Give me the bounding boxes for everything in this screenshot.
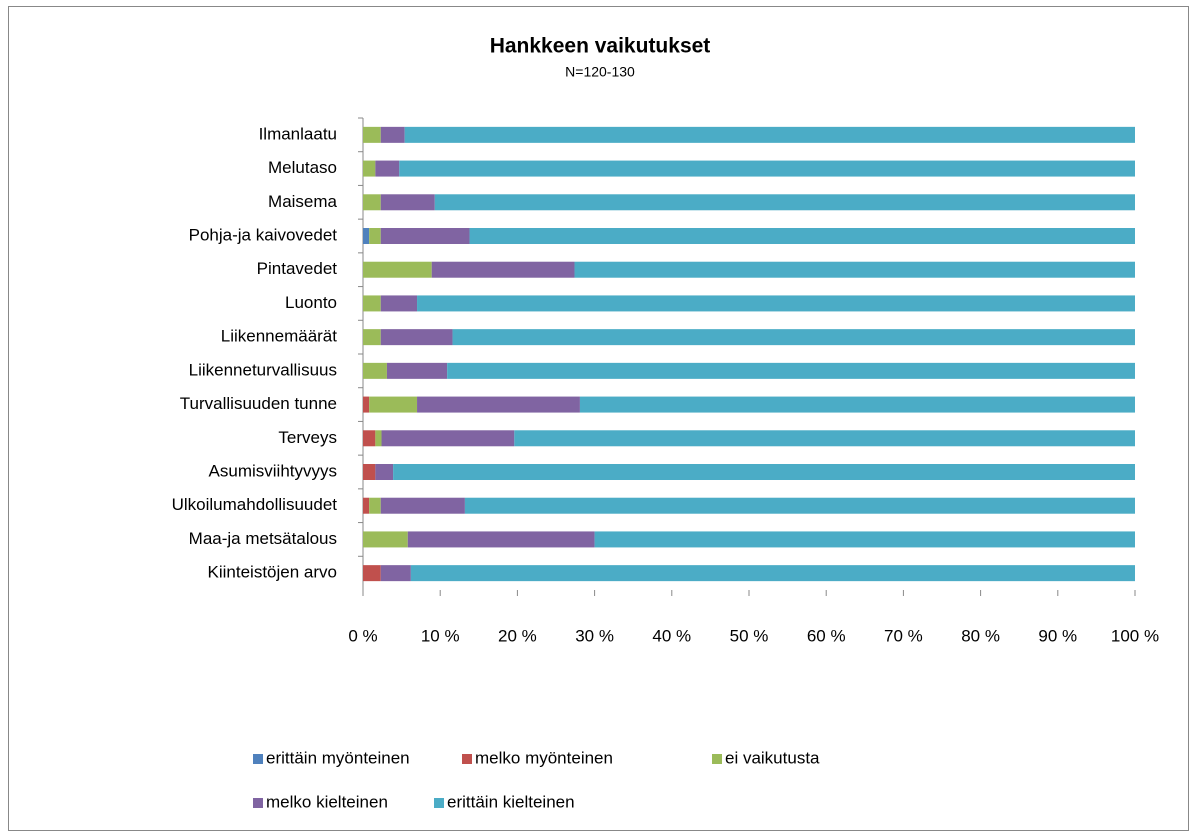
y-tick-label: Melutaso [268,158,337,177]
bar-segment [380,228,470,244]
legend-swatch [253,798,263,808]
x-tick-label: 40 % [652,626,691,645]
legend-label: erittäin myönteinen [266,748,410,767]
bar-segment [375,464,394,480]
y-tick-label: Luonto [285,293,337,312]
bar-segment [574,261,1135,278]
bar-segment [363,396,370,413]
bar-segment [369,228,381,244]
bar-segment [594,531,1135,548]
y-tick-label: Maisema [268,192,338,211]
x-tick-label: 60 % [807,626,846,645]
y-tick-label: Ilmanlaatu [259,124,337,143]
y-tick-label: Liikenneturvallisuus [189,360,337,379]
legend-swatch [712,754,722,764]
bar-segment [363,194,381,211]
bar-segment [375,160,400,177]
bar-segment [369,396,418,413]
bar-segment [452,329,1135,346]
x-tick-label: 70 % [884,626,923,645]
bar-segment [363,126,381,143]
y-tick-label: Liikennemäärät [221,327,338,346]
x-tick-label: 90 % [1038,626,1077,645]
bar-segment [380,194,435,211]
bar-segment [380,126,405,143]
bar-segment [514,430,1135,447]
bar-segment [363,228,370,244]
bar-segment [417,295,1135,312]
x-tick-label: 100 % [1111,626,1159,645]
legend-swatch [434,798,444,808]
y-tick-label: Asumisviihtyvyys [209,461,337,480]
legend-label: erittäin kielteinen [447,792,575,811]
bar-segment [380,565,411,582]
x-tick-label: 30 % [575,626,614,645]
x-tick-label: 10 % [421,626,460,645]
bar-segment [375,430,382,447]
bar-segment [393,464,1135,480]
chart-subtitle: N=120-130 [565,64,635,80]
bar-segment [447,362,1135,379]
bar-segment [579,396,1135,413]
bar-segment [363,329,381,346]
bar-segment [363,531,408,548]
bar-segment [381,430,515,447]
bar-segment [363,295,381,312]
y-tick-label: Maa-ja metsätalous [189,529,337,548]
bar-segment [363,497,370,514]
bar-segment [380,497,465,514]
bar-segment [410,565,1135,582]
bar-segment [363,160,376,177]
bar-segment [386,362,448,379]
bar-segment [469,228,1135,244]
x-tick-label: 50 % [730,626,769,645]
bar-segment [434,194,1135,211]
bar-segment [363,464,376,480]
bar-segment [363,565,381,582]
chart-frame [8,6,1189,831]
bar-segment [464,497,1135,514]
chart-title: Hankkeen vaikutukset [490,35,711,58]
legend-swatch [462,754,472,764]
y-tick-label: Pintavedet [257,259,338,278]
y-tick-label: Turvallisuuden tunne [180,394,337,413]
bar-segment [431,261,575,278]
y-tick-label: Kiinteistöjen arvo [208,563,337,582]
y-tick-label: Ulkoilumahdollisuudet [172,495,338,514]
bar-segment [369,497,381,514]
y-tick-label: Pohja-ja kaivovedet [189,225,338,244]
legend-label: melko myönteinen [475,748,613,767]
bar-segment [363,430,376,447]
bar-segment [380,295,418,312]
y-tick-label: Terveys [278,428,337,447]
bar-segment [363,261,432,278]
x-tick-label: 20 % [498,626,537,645]
bar-segment [399,160,1135,177]
x-tick-label: 80 % [961,626,1000,645]
legend-label: ei vaikutusta [725,748,820,767]
bar-segment [363,362,387,379]
bar-segment [417,396,580,413]
legend-swatch [253,754,263,764]
x-tick-label: 0 % [348,626,377,645]
bar-segment [407,531,595,548]
legend-label: melko kielteinen [266,792,388,811]
bar-segment [404,126,1135,143]
bar-segment [380,329,453,346]
